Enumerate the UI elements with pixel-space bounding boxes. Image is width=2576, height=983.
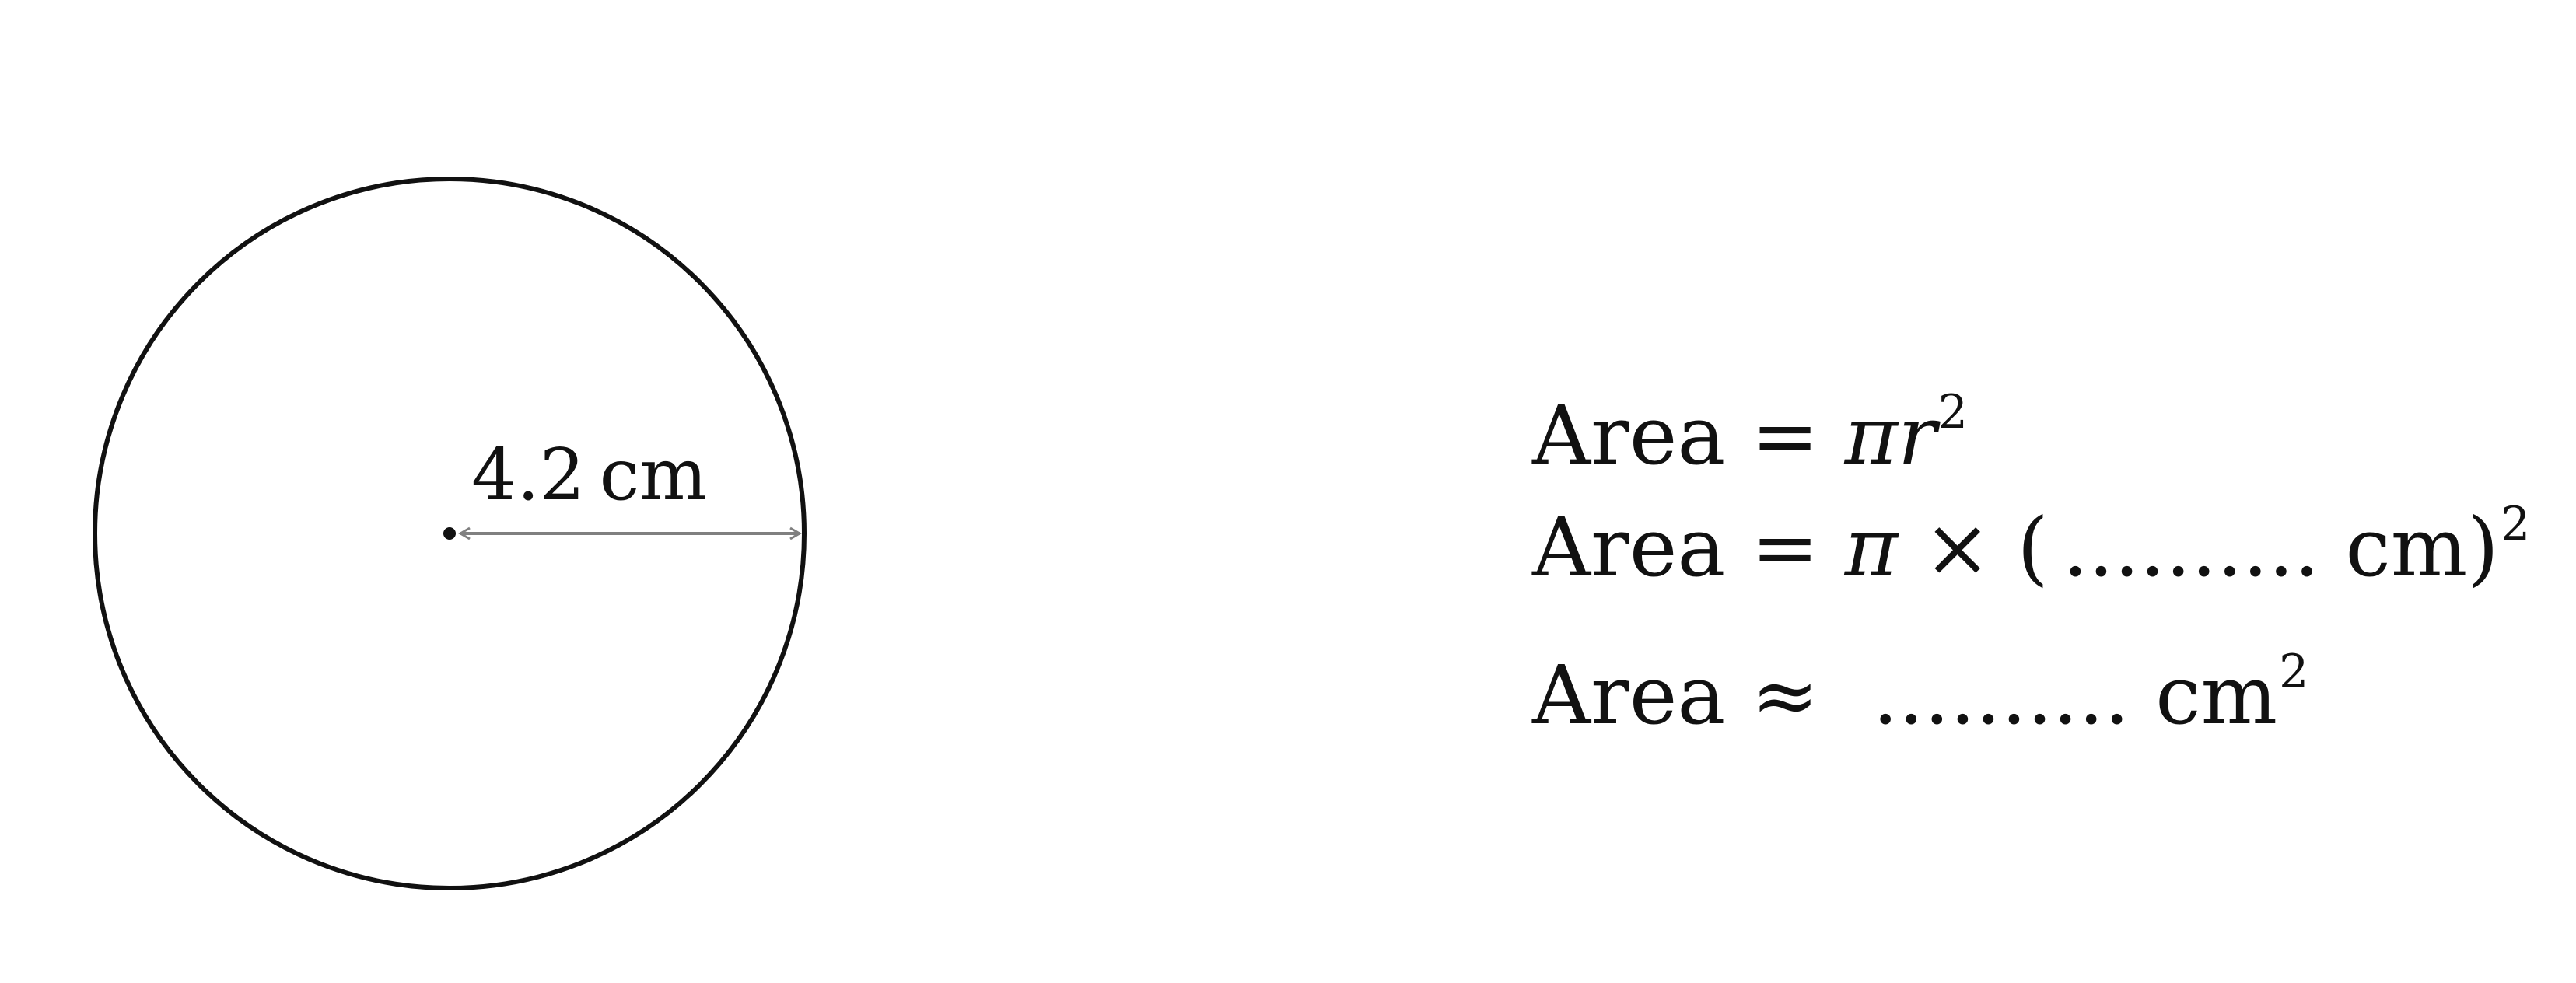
- formula-area-pi-r-squared: Area = πr2: [1532, 389, 1968, 476]
- formula-area-substitution: Area = π × (.......... cm)2: [1532, 500, 2530, 595]
- area-word: Area: [1532, 648, 1726, 743]
- unit-cm: cm: [2345, 500, 2468, 595]
- exponent: 2: [2500, 497, 2531, 551]
- radius-answer-blank[interactable]: ..........: [2062, 500, 2320, 595]
- center-point: [443, 527, 456, 540]
- times-sign: ×: [1923, 500, 1992, 595]
- pi-symbol: π: [1844, 388, 1898, 483]
- open-paren: (: [2017, 500, 2049, 595]
- unit-cm: cm: [2155, 648, 2278, 743]
- equals-sign: =: [1751, 388, 1819, 483]
- radius-label: 4.2 cm: [471, 433, 707, 516]
- circle-outline: [93, 177, 807, 890]
- close-paren: ): [2467, 500, 2499, 595]
- approx-sign: ≈: [1751, 648, 1819, 743]
- area-word: Area: [1532, 500, 1726, 595]
- r-variable: r: [1898, 388, 1937, 483]
- area-word: Area: [1532, 388, 1726, 483]
- formula-area-answer: Area ≈ .......... cm2: [1532, 648, 2308, 743]
- exponent: 2: [1937, 385, 1968, 439]
- pi-symbol: π: [1844, 500, 1898, 595]
- exponent: 2: [2279, 645, 2309, 699]
- area-answer-blank[interactable]: ..........: [1872, 648, 2130, 743]
- equals-sign: =: [1751, 500, 1819, 595]
